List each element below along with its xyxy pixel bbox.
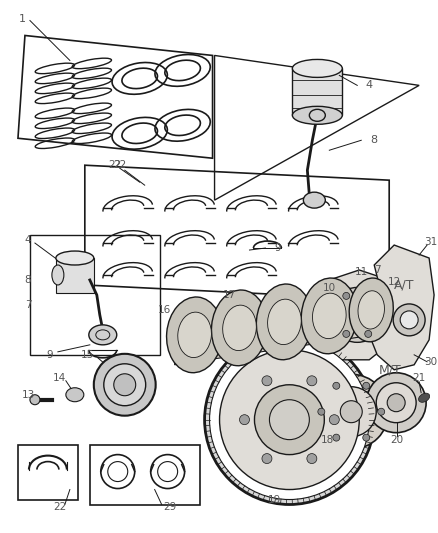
Polygon shape [175,310,374,365]
Ellipse shape [114,374,136,395]
Ellipse shape [56,251,94,265]
Text: 1: 1 [18,13,25,23]
Polygon shape [18,445,78,499]
Ellipse shape [343,330,350,337]
Text: 8: 8 [371,135,378,146]
Ellipse shape [333,382,340,389]
Polygon shape [314,270,399,360]
Text: 4: 4 [25,235,31,245]
Ellipse shape [254,385,324,455]
Ellipse shape [419,393,430,402]
Polygon shape [369,245,434,370]
Ellipse shape [301,278,357,354]
Text: 19: 19 [268,495,281,505]
Ellipse shape [363,382,370,389]
Ellipse shape [104,364,146,406]
Ellipse shape [393,304,425,336]
Ellipse shape [366,373,426,433]
Ellipse shape [30,395,40,405]
Ellipse shape [293,60,342,77]
Ellipse shape [307,454,317,464]
Ellipse shape [333,434,340,441]
Polygon shape [85,165,389,300]
Ellipse shape [240,415,250,425]
Ellipse shape [262,454,272,464]
Ellipse shape [376,311,383,318]
Text: 11: 11 [355,267,368,277]
Text: 30: 30 [424,357,438,367]
Ellipse shape [269,400,309,440]
Ellipse shape [340,297,375,333]
Text: A/T: A/T [394,278,415,292]
Text: 13: 13 [21,390,35,400]
Text: 17: 17 [223,290,236,300]
Text: 21: 21 [413,373,426,383]
Ellipse shape [363,434,370,441]
Ellipse shape [400,311,418,329]
Ellipse shape [358,291,385,329]
Ellipse shape [52,265,64,285]
Ellipse shape [314,374,389,449]
Text: 9: 9 [46,350,53,360]
Ellipse shape [268,299,301,345]
Ellipse shape [318,408,325,415]
Ellipse shape [219,350,359,489]
Ellipse shape [309,109,325,122]
Ellipse shape [293,106,342,124]
Ellipse shape [223,305,256,351]
Ellipse shape [329,415,339,425]
Text: 22: 22 [53,503,67,513]
Ellipse shape [343,293,350,300]
Ellipse shape [312,293,346,338]
Polygon shape [90,445,200,505]
Text: 9: 9 [274,243,281,253]
Ellipse shape [340,401,362,423]
Text: 4: 4 [366,80,373,91]
Text: 20: 20 [391,434,404,445]
Text: 22: 22 [113,160,127,170]
Ellipse shape [332,311,339,318]
Ellipse shape [304,192,325,208]
Ellipse shape [89,325,117,345]
Polygon shape [18,36,212,158]
Text: 29: 29 [163,503,176,513]
Text: 8: 8 [25,275,31,285]
Text: 7: 7 [374,265,381,275]
Polygon shape [56,258,94,293]
Ellipse shape [330,287,385,342]
Ellipse shape [349,278,393,342]
Ellipse shape [365,293,372,300]
Ellipse shape [166,297,223,373]
Ellipse shape [94,354,155,416]
Ellipse shape [209,340,369,499]
Text: 14: 14 [53,373,67,383]
Text: 16: 16 [158,305,171,315]
Ellipse shape [326,387,376,437]
Ellipse shape [66,387,84,402]
Ellipse shape [376,383,416,423]
Ellipse shape [178,312,212,358]
Ellipse shape [365,330,372,337]
Ellipse shape [387,394,405,411]
Ellipse shape [262,376,272,386]
Text: 22: 22 [108,160,121,170]
Ellipse shape [256,284,312,360]
Ellipse shape [378,408,385,415]
Ellipse shape [212,290,268,366]
Ellipse shape [307,376,317,386]
Text: 18: 18 [321,434,334,445]
Text: 7: 7 [25,300,31,310]
Text: M/T: M/T [379,364,402,376]
Text: 31: 31 [424,237,438,247]
Text: 10: 10 [323,283,336,293]
Ellipse shape [205,335,374,505]
Polygon shape [293,68,342,115]
Text: 12: 12 [388,277,401,287]
Text: 15: 15 [81,350,95,360]
